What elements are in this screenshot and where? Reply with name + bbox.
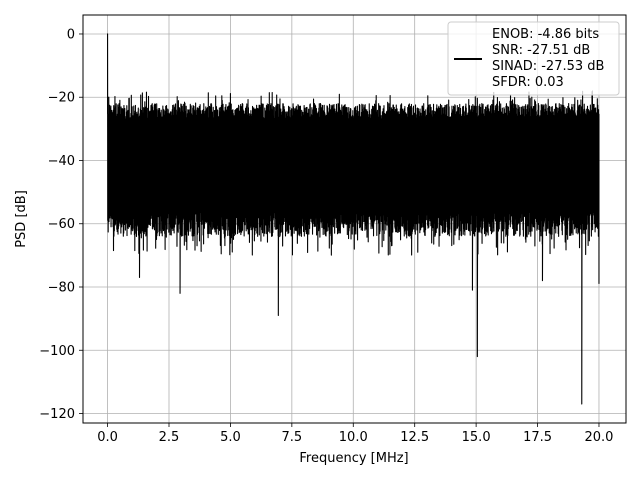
psd-series-line	[107, 33, 600, 405]
x-tick-label: 5.0	[220, 430, 241, 445]
x-tick-label: 17.5	[523, 430, 552, 445]
x-tick-label: 20.0	[584, 430, 613, 445]
x-tick-label: 10.0	[339, 430, 368, 445]
y-tick-label: −120	[39, 407, 75, 422]
legend-entry-line-2: SNR: -27.51 dB	[492, 43, 590, 58]
x-tick-label: 15.0	[462, 430, 491, 445]
x-tick-label: 2.5	[159, 430, 180, 445]
y-tick-label: −80	[48, 281, 75, 296]
legend-entry-line-1: ENOB: -4.86 bits	[492, 27, 599, 42]
y-tick-label: −20	[48, 91, 75, 106]
x-tick-label: 12.5	[400, 430, 429, 445]
x-tick-label: 7.5	[282, 430, 303, 445]
y-tick-label: −60	[48, 217, 75, 232]
y-tick-label: −40	[48, 154, 75, 169]
x-axis-label: Frequency [MHz]	[299, 451, 408, 466]
y-tick-label: −100	[39, 344, 75, 359]
legend-box	[447, 21, 620, 96]
legend-entry-line-3: SINAD: -27.53 dB	[492, 59, 604, 74]
legend-entry-line-4: SFDR: 0.03	[492, 75, 564, 90]
plot-area-frame	[82, 14, 627, 424]
x-tick-label: 0.0	[97, 430, 118, 445]
x-axis: 0.0 2.5 5.0 7.5 10.0 12.5 15.0 17.5 20.0	[97, 423, 613, 445]
y-axis-label: PSD [dB]	[14, 190, 29, 248]
y-axis: 0 −20 −40 −60 −80 −100 −120	[39, 27, 83, 422]
y-tick-label: 0	[67, 27, 75, 42]
legend: ENOB: -4.86 bits SNR: -27.51 dB SINAD: -…	[447, 21, 620, 96]
